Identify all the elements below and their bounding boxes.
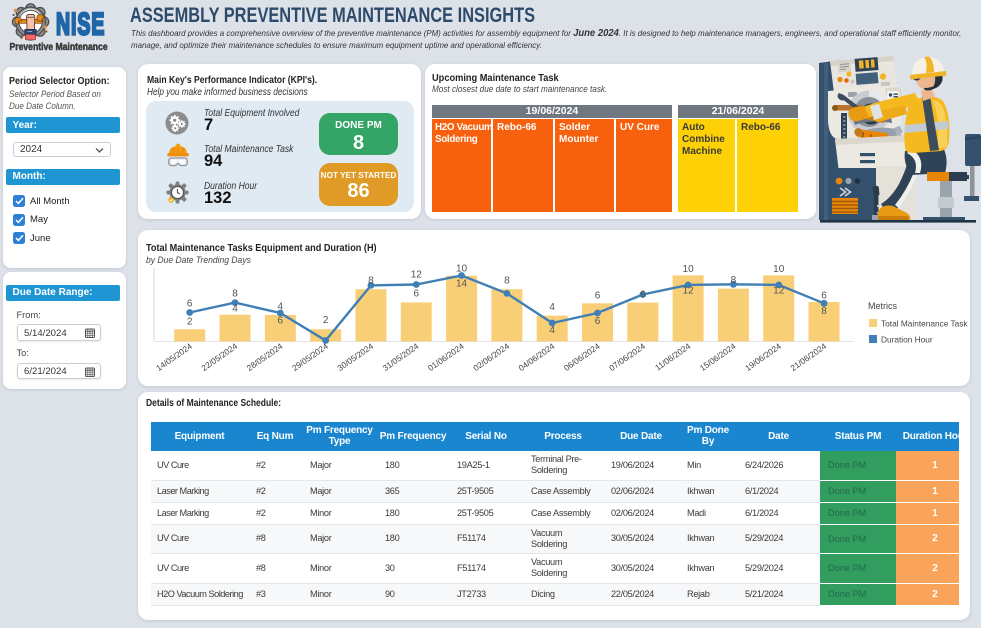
svg-text:31/05/2024: 31/05/2024 (381, 341, 421, 373)
svg-text:6: 6 (413, 289, 419, 300)
svg-text:6: 6 (595, 316, 601, 327)
svg-text:Preventive Maintenance: Preventive Maintenance (10, 42, 108, 53)
svg-text:Duration Hour: Duration Hour (881, 335, 933, 345)
svg-text:14/05/2024: 14/05/2024 (154, 341, 194, 373)
svg-text:19/06/2024: 19/06/2024 (743, 341, 783, 373)
svg-text:4: 4 (549, 325, 555, 336)
svg-text:8: 8 (232, 289, 238, 300)
svg-text:12: 12 (773, 285, 785, 296)
svg-text:6: 6 (187, 299, 193, 310)
svg-text:2: 2 (323, 315, 329, 326)
svg-text:11/06/2024: 11/06/2024 (653, 341, 693, 373)
svg-text:10: 10 (456, 263, 468, 274)
svg-text:8: 8 (731, 275, 737, 286)
svg-text:4: 4 (232, 304, 238, 315)
svg-text:15/06/2024: 15/06/2024 (698, 341, 738, 373)
svg-text:4: 4 (549, 302, 555, 313)
svg-text:8: 8 (504, 276, 510, 287)
svg-text:22/05/2024: 22/05/2024 (199, 341, 239, 373)
svg-text:10: 10 (683, 264, 695, 275)
svg-text:29/05/2024: 29/05/2024 (290, 341, 330, 373)
svg-text:12: 12 (411, 269, 423, 280)
svg-text:30/05/2024: 30/05/2024 (335, 341, 375, 373)
svg-text:6: 6 (278, 316, 284, 327)
svg-text:14: 14 (456, 278, 468, 289)
svg-text:02/06/2024: 02/06/2024 (471, 341, 511, 373)
svg-text:6: 6 (821, 291, 827, 302)
svg-text:NISE: NISE (56, 6, 105, 42)
svg-text:Total Maintenance Task: Total Maintenance Task (881, 319, 968, 329)
svg-text:Metrics: Metrics (868, 301, 897, 311)
svg-text:12: 12 (683, 285, 695, 296)
svg-text:01/06/2024: 01/06/2024 (426, 341, 466, 373)
svg-text:8: 8 (821, 306, 827, 317)
svg-text:6: 6 (595, 291, 601, 302)
svg-text:2: 2 (187, 317, 193, 328)
svg-text:21/06/2024: 21/06/2024 (788, 341, 828, 373)
svg-text:10: 10 (773, 264, 785, 275)
svg-text:04/06/2024: 04/06/2024 (517, 341, 557, 373)
svg-text:6: 6 (640, 290, 646, 301)
svg-text:06/06/2024: 06/06/2024 (562, 341, 602, 373)
svg-text:28/05/2024: 28/05/2024 (245, 341, 285, 373)
svg-text:8: 8 (368, 276, 374, 287)
svg-text:07/06/2024: 07/06/2024 (607, 341, 647, 373)
svg-text:4: 4 (278, 301, 284, 312)
